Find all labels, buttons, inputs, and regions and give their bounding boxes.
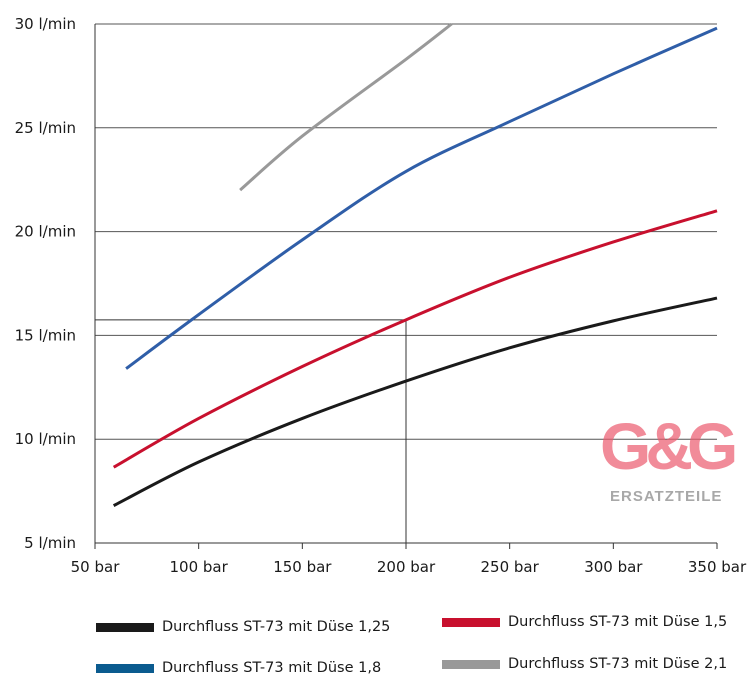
legend-label: Durchfluss ST-73 mit Düse 1,8 bbox=[162, 660, 382, 676]
legend-swatch bbox=[96, 663, 154, 673]
legend-item-1-8: Durchfluss ST-73 mit Düse 1,8 bbox=[96, 660, 381, 676]
legend-label: Durchfluss ST-73 mit Düse 1,25 bbox=[162, 619, 391, 635]
x-tick-label: 250 bar bbox=[481, 558, 540, 576]
legend-item-1-25: Durchfluss ST-73 mit Düse 1,25 bbox=[96, 619, 390, 635]
y-tick-label: 30 l/min bbox=[15, 15, 76, 33]
x-tick-label: 300 bar bbox=[584, 558, 643, 576]
x-tick-label: 350 bar bbox=[688, 558, 747, 576]
reference-line bbox=[95, 319, 407, 543]
x-tick-label: 150 bar bbox=[273, 558, 332, 576]
legend-label: Durchfluss ST-73 mit Düse 1,5 bbox=[508, 614, 728, 630]
x-tick-label: 50 bar bbox=[71, 558, 121, 576]
x-tick-label: 200 bar bbox=[377, 558, 436, 576]
legend-item-1-5: Durchfluss ST-73 mit Düse 1,5 bbox=[442, 614, 727, 630]
series-line bbox=[112, 296, 718, 507]
series-line bbox=[239, 22, 453, 192]
y-tick-label: 25 l/min bbox=[15, 119, 76, 137]
flow-chart: 5 l/min 10 l/min 15 l/min 20 l/min 25 l/min 3… bbox=[15, 15, 747, 576]
x-tick-label: 100 bar bbox=[170, 558, 229, 576]
series-line bbox=[112, 209, 718, 469]
series-line bbox=[125, 26, 718, 370]
legend-swatch bbox=[442, 659, 500, 669]
y-tick-label: 20 l/min bbox=[15, 223, 76, 241]
y-tick-label: 10 l/min bbox=[15, 430, 76, 448]
y-tick-label: 5 l/min bbox=[24, 534, 76, 552]
legend-item-2-1: Durchfluss ST-73 mit Düse 2,1 bbox=[442, 656, 727, 672]
legend-swatch bbox=[442, 617, 500, 627]
legend-label: Durchfluss ST-73 mit Düse 2,1 bbox=[508, 656, 728, 672]
y-tick-label: 15 l/min bbox=[15, 326, 76, 344]
legend-swatch bbox=[96, 622, 154, 632]
